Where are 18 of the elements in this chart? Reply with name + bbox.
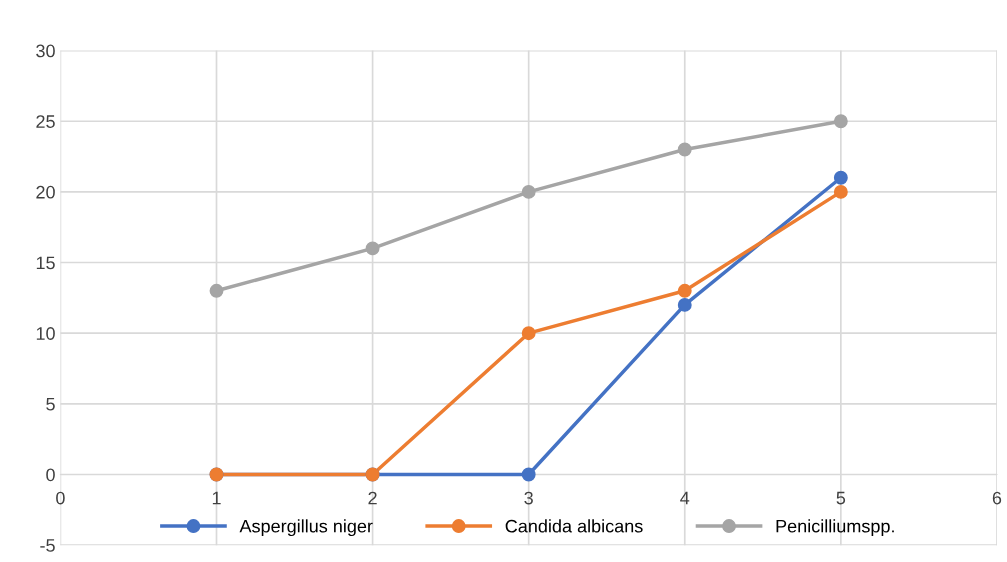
x-tick-label: 5 [836,491,846,505]
y-tick-label: 0 [46,468,55,482]
y-tick-label: 30 [36,44,55,58]
legend-label: Aspergillus niger [239,519,373,537]
y-tick-label: 5 [46,397,55,411]
y-tick-label: 25 [36,115,55,128]
y-tick-label: 15 [36,256,55,270]
x-tick-label: 0 [56,491,65,505]
x-tick-label: 1 [212,491,221,505]
x-tick-label: 2 [368,491,377,505]
legend-label: Candida albicans [505,519,643,533]
x-tick-label: 3 [524,491,533,505]
x-tick-label: 4 [680,491,690,505]
legend-label: Penicilliumspp. [776,519,894,537]
y-tick-label: 10 [36,327,55,340]
x-tick-label: 6 [992,491,1002,505]
y-tick-label: -5 [40,539,55,552]
y-tick-label: 20 [36,185,55,199]
